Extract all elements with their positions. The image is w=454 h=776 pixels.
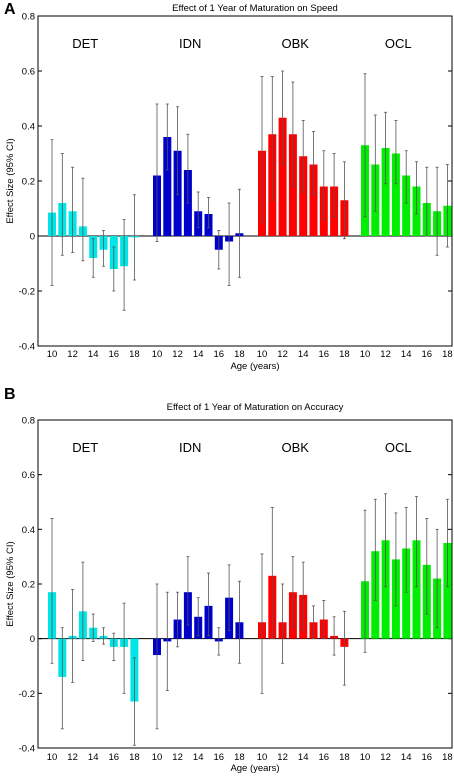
y-tick-label: 0.2 (22, 177, 35, 188)
x-tick-label: 16 (422, 752, 433, 763)
x-tick-label: 16 (422, 349, 433, 360)
x-tick-label: 12 (67, 752, 78, 763)
x-tick-label: 18 (129, 349, 140, 360)
y-tick-label: 0.8 (22, 12, 35, 23)
y-tick-label: 0.4 (22, 122, 35, 133)
x-tick-label: 16 (319, 752, 330, 763)
y-tick-label: 0.6 (22, 470, 35, 481)
x-tick-label: 12 (67, 349, 78, 360)
x-tick-label: 18 (442, 752, 453, 763)
y-tick-label: 0 (30, 634, 35, 645)
chart-panel-b: B Effect of 1 Year of Maturation on Accur… (4, 386, 453, 774)
bar (391, 153, 400, 236)
x-axis-label: Age (years) (230, 361, 279, 372)
chart-panel-a: A Effect of 1 Year of Maturation on Speed… (4, 1, 453, 372)
x-tick-label: 10 (152, 349, 163, 360)
series-det: DET 10 12 14 16 18 (47, 36, 140, 360)
series-idn: IDN 10 12 14 16 18 (152, 36, 245, 360)
x-tick-label: 14 (193, 349, 204, 360)
bar (299, 156, 308, 236)
plot-frame (37, 15, 453, 347)
x-tick-label: 18 (442, 349, 453, 360)
series-ocl: OCL 10 12 14 16 18 (360, 36, 453, 360)
series-label: OCL (385, 36, 412, 51)
x-tick-label: 14 (298, 752, 309, 763)
x-tick-label: 16 (109, 752, 120, 763)
y-tick-label: -0.4 (19, 342, 35, 353)
y-tick-label: 0.6 (22, 67, 35, 78)
y-tick-label: 0.4 (22, 525, 35, 536)
series-idn: IDN 10 12 14 16 18 (152, 440, 245, 763)
bar (402, 548, 411, 639)
x-tick-label: 12 (380, 349, 391, 360)
chart-title: Effect of 1 Year of Maturation on Speed (172, 3, 338, 14)
x-tick-label: 14 (88, 752, 99, 763)
x-tick-label: 10 (47, 349, 58, 360)
series-label: IDN (179, 440, 201, 455)
y-tick-label: -0.2 (19, 287, 35, 298)
bar (402, 175, 411, 236)
x-tick-label: 12 (277, 349, 288, 360)
panel-letter: A (4, 1, 16, 18)
x-tick-label: 18 (234, 349, 245, 360)
x-tick-label: 14 (401, 752, 412, 763)
series-label: OCL (385, 440, 412, 455)
y-tick-label: 0.2 (22, 580, 35, 591)
x-tick-label: 14 (88, 349, 99, 360)
x-tick-label: 12 (172, 752, 183, 763)
x-tick-label: 10 (47, 752, 58, 763)
series-label: IDN (179, 36, 201, 51)
x-tick-label: 12 (380, 752, 391, 763)
x-tick-label: 18 (129, 752, 140, 763)
panel-letter: B (4, 386, 16, 403)
plot-frame (37, 419, 453, 749)
series-label: DET (72, 36, 98, 51)
x-tick-label: 16 (109, 349, 120, 360)
x-tick-label: 16 (319, 349, 330, 360)
x-tick-label: 18 (339, 752, 350, 763)
x-tick-label: 10 (152, 752, 163, 763)
bar (381, 540, 390, 639)
bar (381, 148, 390, 236)
bar (278, 117, 287, 236)
x-tick-label: 10 (360, 752, 371, 763)
series-label: OBK (281, 440, 309, 455)
x-tick-label: 10 (257, 349, 268, 360)
series-label: DET (72, 440, 98, 455)
y-axis-label: Effect Size (95% CI) (5, 138, 16, 223)
bar (309, 164, 318, 236)
x-tick-label: 10 (257, 752, 268, 763)
y-tick-label: 0 (30, 232, 35, 243)
series-label: OBK (281, 36, 309, 51)
bar (163, 137, 172, 236)
y-tick-label: 0.8 (22, 416, 35, 427)
x-tick-label: 14 (401, 349, 412, 360)
x-tick-label: 14 (193, 752, 204, 763)
bar (412, 540, 421, 639)
x-tick-label: 12 (172, 349, 183, 360)
x-tick-label: 16 (214, 752, 225, 763)
y-tick-label: -0.4 (19, 744, 35, 755)
x-tick-label: 18 (339, 349, 350, 360)
x-tick-label: 10 (360, 349, 371, 360)
bar (443, 543, 452, 639)
x-tick-label: 16 (214, 349, 225, 360)
series-ocl: OCL 10 12 14 16 18 (360, 440, 453, 763)
series-det: DET 10 12 14 16 18 (47, 440, 140, 763)
chart-title: Effect of 1 Year of Maturation on Accura… (167, 402, 344, 413)
y-axis-label: Effect Size (95% CI) (5, 541, 16, 626)
y-tick-label: -0.2 (19, 689, 35, 700)
x-tick-label: 12 (277, 752, 288, 763)
x-tick-label: 18 (234, 752, 245, 763)
series-obk: OBK 10 12 14 16 18 (257, 440, 350, 763)
x-axis-label: Age (years) (230, 763, 279, 774)
x-tick-label: 14 (298, 349, 309, 360)
series-obk: OBK 10 12 14 16 18 (257, 36, 350, 360)
